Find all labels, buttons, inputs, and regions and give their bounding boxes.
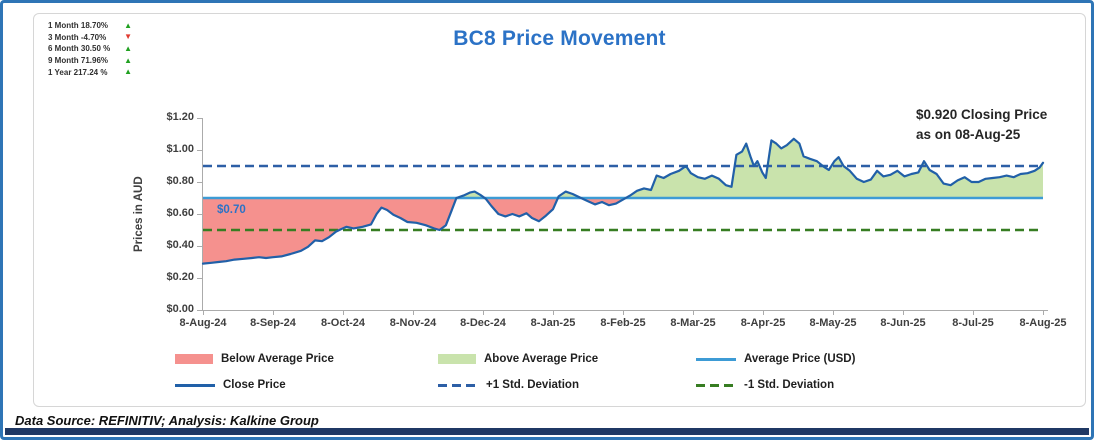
y-axis-tick-label: $0.20 bbox=[166, 271, 194, 283]
legend-item-average-price-usd-: Average Price (USD) bbox=[696, 351, 855, 367]
y-axis-tick bbox=[197, 310, 202, 311]
y-axis-tick bbox=[197, 278, 202, 279]
above-average-area bbox=[203, 138, 1043, 198]
dashes-marker bbox=[438, 383, 480, 387]
line-marker bbox=[696, 357, 736, 361]
performance-stat: 9 Month 71.96% ▲ bbox=[48, 55, 132, 67]
performance-stats: 1 Month 18.70% ▲ 3 Month -4.70% ▼ 6 Month 30… bbox=[48, 20, 132, 78]
legend-label: Close Price bbox=[223, 379, 286, 391]
x-axis-tick bbox=[833, 311, 834, 315]
y-axis-line bbox=[202, 118, 203, 311]
y-axis-tick-label: $1.00 bbox=[166, 143, 194, 155]
legend-item-close-price: Close Price bbox=[175, 377, 286, 393]
swatch-marker bbox=[438, 354, 476, 364]
chart-title: BC8 Price Movement bbox=[453, 27, 666, 50]
y-axis-tick-label: $0.40 bbox=[166, 239, 194, 251]
x-axis-tick-label: 8-Aug-25 bbox=[1019, 317, 1067, 329]
x-axis-tick-label: 8-Jul-25 bbox=[952, 317, 994, 329]
x-axis-tick bbox=[763, 311, 764, 315]
swatch-marker bbox=[175, 354, 213, 364]
legend-item--1-std-deviation: -1 Std. Deviation bbox=[696, 377, 834, 393]
closing-price-line2: as on 08-Aug-25 bbox=[916, 127, 1021, 142]
x-axis-tick bbox=[343, 311, 344, 315]
legend-item-above-average-price: Above Average Price bbox=[438, 351, 598, 367]
y-axis-tick-label: $0.00 bbox=[166, 303, 194, 315]
x-axis-tick-label: 8-Feb-25 bbox=[600, 317, 646, 329]
stat-text: 9 Month 71.96% bbox=[48, 56, 109, 66]
x-axis-tick-label: 8-Apr-25 bbox=[740, 317, 786, 329]
price-chart-plot: $0.70 bbox=[201, 137, 1045, 265]
x-axis-tick-label: 8-Oct-24 bbox=[320, 317, 366, 329]
x-axis-tick bbox=[1043, 311, 1044, 315]
below-average-area bbox=[203, 198, 1043, 264]
x-axis-tick bbox=[413, 311, 414, 315]
x-axis-tick bbox=[623, 311, 624, 315]
legend-label: Average Price (USD) bbox=[744, 353, 856, 365]
average-price-label: $0.70 bbox=[217, 204, 246, 216]
x-axis-tick-label: 8-Sep-24 bbox=[250, 317, 296, 329]
stat-text: 3 Month -4.70% bbox=[48, 32, 107, 42]
x-axis-tick bbox=[693, 311, 694, 315]
legend-row-2: Close Price +1 Std. Deviation -1 Std. Devi… bbox=[3, 377, 1091, 393]
performance-stat: 3 Month -4.70% ▼ bbox=[48, 32, 132, 44]
x-axis-tick bbox=[273, 311, 274, 315]
legend-label: -1 Std. Deviation bbox=[744, 379, 835, 391]
up-arrow-icon: ▲ bbox=[124, 20, 132, 30]
up-arrow-icon: ▲ bbox=[124, 67, 132, 77]
bottom-border-bar bbox=[5, 428, 1089, 435]
legend-label: Above Average Price bbox=[484, 353, 599, 365]
data-source-note: Data Source: REFINITIV; Analysis: Kalkin… bbox=[15, 413, 319, 428]
x-axis-line bbox=[202, 310, 1048, 311]
y-axis-tick bbox=[197, 150, 202, 151]
x-axis-tick-label: 8-May-25 bbox=[809, 317, 857, 329]
legend-row-1: Below Average Price Above Average Price Av… bbox=[3, 351, 1091, 367]
x-axis-tick-label: 8-Dec-24 bbox=[460, 317, 506, 329]
x-axis-tick-label: 8-Aug-24 bbox=[179, 317, 227, 329]
up-arrow-icon: ▲ bbox=[124, 55, 132, 65]
up-arrow-icon: ▲ bbox=[124, 43, 132, 53]
close-price-line bbox=[201, 137, 1045, 265]
x-axis-tick bbox=[483, 311, 484, 315]
y-axis-tick-label: $1.20 bbox=[166, 111, 194, 123]
legend-label: Below Average Price bbox=[221, 353, 334, 365]
y-axis-tick bbox=[197, 214, 202, 215]
x-axis-tick bbox=[903, 311, 904, 315]
y-axis-tick bbox=[197, 182, 202, 183]
x-axis-tick-label: 8-Mar-25 bbox=[670, 317, 716, 329]
y-axis-tick bbox=[197, 118, 202, 119]
x-axis-tick-label: 8-Jun-25 bbox=[880, 317, 926, 329]
performance-stat: 1 Year 217.24 % ▲ bbox=[48, 66, 132, 78]
performance-stat: 1 Month 18.70% ▲ bbox=[48, 20, 132, 32]
stat-text: 6 Month 30.50 % bbox=[48, 44, 111, 54]
x-axis-tick-label: 8-Nov-24 bbox=[389, 317, 437, 329]
x-axis-tick bbox=[203, 311, 204, 315]
legend-item-below-average-price: Below Average Price bbox=[175, 351, 334, 367]
performance-stat: 6 Month 30.50 % ▲ bbox=[48, 43, 132, 55]
dashes-marker bbox=[696, 383, 738, 387]
down-arrow-icon: ▼ bbox=[124, 32, 132, 42]
closing-price-annotation: $0.920 Closing Price as on 08-Aug-25 bbox=[916, 105, 1047, 145]
stat-text: 1 Year 217.24 % bbox=[48, 67, 108, 77]
legend-item--1-std-deviation: +1 Std. Deviation bbox=[438, 377, 579, 393]
closing-price-line1: $0.920 Closing Price bbox=[916, 107, 1048, 122]
y-axis-tick bbox=[197, 246, 202, 247]
x-axis-tick bbox=[553, 311, 554, 315]
legend-label: +1 Std. Deviation bbox=[486, 379, 579, 391]
x-axis-tick-label: 8-Jan-25 bbox=[530, 317, 576, 329]
y-axis-tick-label: $0.80 bbox=[166, 175, 194, 187]
y-axis-tick-label: $0.60 bbox=[166, 207, 194, 219]
x-axis-tick bbox=[973, 311, 974, 315]
line-marker bbox=[175, 383, 215, 387]
stat-text: 1 Month 18.70% bbox=[48, 21, 109, 31]
